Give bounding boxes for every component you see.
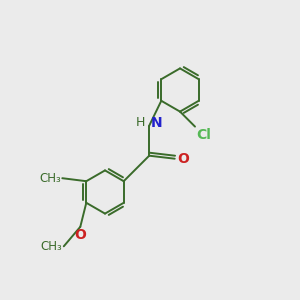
Text: H: H [135, 116, 145, 129]
Text: N: N [151, 116, 162, 130]
Text: CH₃: CH₃ [39, 172, 61, 185]
Text: CH₃: CH₃ [40, 240, 62, 253]
Text: O: O [177, 152, 189, 166]
Text: O: O [74, 228, 86, 242]
Text: Cl: Cl [196, 128, 211, 142]
